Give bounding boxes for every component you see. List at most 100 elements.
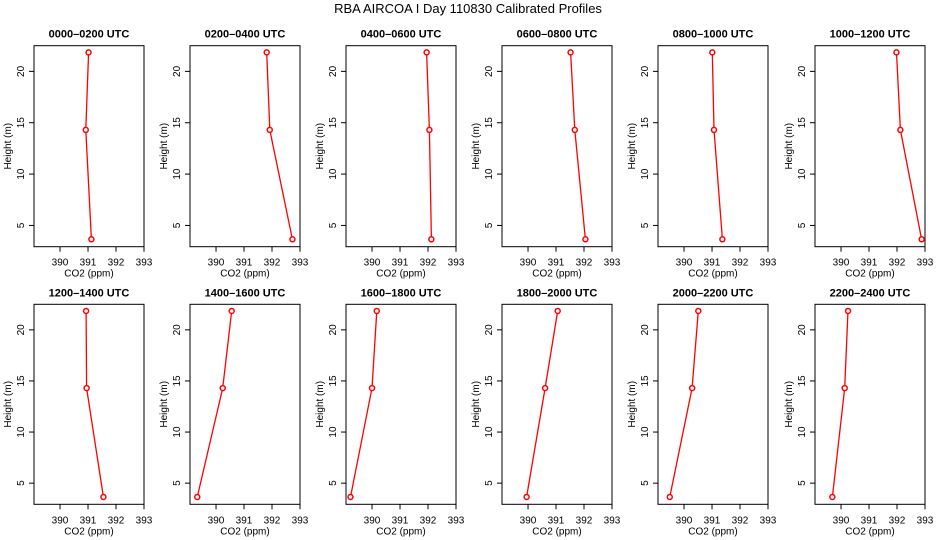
data-point [719,236,726,243]
x-axis-label: CO2 (ppm) [64,269,113,280]
panel-title: 0000–0200 UTC [49,29,130,41]
y-tick-label: 20 [484,65,495,77]
x-tick-label: 393 [136,258,153,269]
data-point [666,493,674,501]
y-tick-label: 15 [16,117,27,129]
y-axis-label: Height (m) [784,123,795,170]
y-tick-label: 15 [16,375,27,387]
x-tick-label: 392 [264,258,281,269]
panel-title: 1200–1400 UTC [49,287,130,299]
y-tick-label: 15 [172,375,183,387]
x-tick-label: 392 [108,515,125,526]
y-tick-label: 5 [797,222,808,228]
y-tick-label: 10 [328,168,339,180]
y-tick-label: 5 [172,480,183,486]
data-point [567,49,574,56]
y-axis-label: Height (m) [471,123,482,170]
data-point [709,49,716,56]
x-tick-label: 391 [80,515,97,526]
plot-frame [189,303,301,505]
y-axis-label: Height (m) [159,123,170,170]
x-tick-label: 393 [917,515,934,526]
data-point [554,307,561,315]
y-tick-label: 10 [797,168,808,180]
data-point [83,384,90,392]
x-tick-label: 391 [236,258,253,269]
plot-frame [657,45,769,248]
plot-frame [501,45,613,248]
profile-line [831,310,849,497]
y-tick-label: 10 [328,426,339,438]
y-tick-label: 10 [16,168,27,180]
x-tick-label: 392 [732,515,749,526]
y-tick-label: 20 [16,65,27,77]
x-tick-label: 390 [520,515,537,526]
x-tick-label: 392 [576,515,593,526]
panel-8: 1400–1600 UTC 390 391 392 393 5 10 15 20 CO2 (ppm… [159,287,309,537]
x-tick-label: 390 [208,515,225,526]
x-tick-label: 393 [917,258,934,269]
x-tick-label: 391 [392,515,409,526]
x-tick-label: 391 [704,258,721,269]
panel-3: 0400–0600 UTC 390 391 392 393 5 10 15 20 CO2 (ppm… [315,29,465,280]
data-point [88,236,95,243]
panel-title: 0600–0800 UTC [517,29,598,41]
profile-line [349,310,378,498]
panel-11: 2000–2200 UTC 390 391 392 393 5 10 15 20 CO2 (ppm… [627,287,777,537]
x-tick-label: 391 [392,258,409,269]
y-tick-label: 20 [484,324,495,336]
y-tick-label: 20 [797,324,808,336]
panel-7: 1200–1400 UTC 390 391 392 393 5 10 15 20 CO2 (ppm… [3,287,153,537]
y-tick-label: 20 [328,324,339,336]
data-point [85,49,92,56]
profile-line [266,52,294,240]
x-axis-label: CO2 (ppm) [376,526,425,537]
x-tick-label: 393 [136,515,153,526]
y-tick-label: 20 [16,324,27,336]
x-axis-label: CO2 (ppm) [376,269,425,280]
x-tick-label: 391 [861,515,878,526]
x-tick-label: 392 [108,258,125,269]
x-tick-label: 390 [364,258,381,269]
x-tick-label: 392 [889,258,906,269]
plot-frame [814,45,926,248]
x-tick-label: 390 [52,515,69,526]
x-axis-label: CO2 (ppm) [845,269,894,280]
y-tick-label: 5 [640,480,651,486]
x-tick-label: 390 [676,515,693,526]
x-tick-label: 391 [704,515,721,526]
y-tick-label: 10 [484,426,495,438]
data-point [373,307,381,315]
data-point [100,493,107,501]
profile-line [85,52,93,240]
y-tick-label: 15 [640,375,651,387]
y-tick-label: 10 [172,426,183,438]
data-point [571,126,579,134]
panel-6: 1000–1200 UTC 390 391 392 393 5 10 15 20 CO2 (ppm… [784,29,934,280]
y-axis-label: Height (m) [627,123,638,170]
x-tick-label: 390 [676,258,693,269]
x-axis-label: CO2 (ppm) [688,526,737,537]
y-tick-label: 5 [16,480,27,486]
panel-title: 0200–0400 UTC [205,29,286,41]
y-tick-label: 15 [484,117,495,129]
y-tick-label: 10 [172,168,183,180]
data-point [347,493,354,501]
x-tick-label: 393 [448,515,465,526]
profile-line [425,52,433,240]
y-tick-label: 10 [16,426,27,438]
x-tick-label: 393 [448,258,465,269]
y-tick-label: 20 [640,324,651,336]
panel-2: 0200–0400 UTC 390 391 392 393 5 10 15 20 CO2 (ppm… [159,29,309,280]
panel-1: 0000–0200 UTC 390 391 392 393 5 10 15 20 CO2 (ppm… [3,29,153,280]
panel-12: 2200–2400 UTC 390 391 392 393 5 10 15 20 CO2 (ppm… [784,287,934,537]
profile-line [569,52,587,240]
x-tick-label: 393 [604,515,621,526]
x-axis-label: CO2 (ppm) [220,269,269,280]
profile-line [85,310,105,497]
plot-frame [189,45,301,248]
data-point [523,493,530,501]
y-tick-label: 5 [16,222,27,228]
y-tick-label: 15 [328,375,339,387]
